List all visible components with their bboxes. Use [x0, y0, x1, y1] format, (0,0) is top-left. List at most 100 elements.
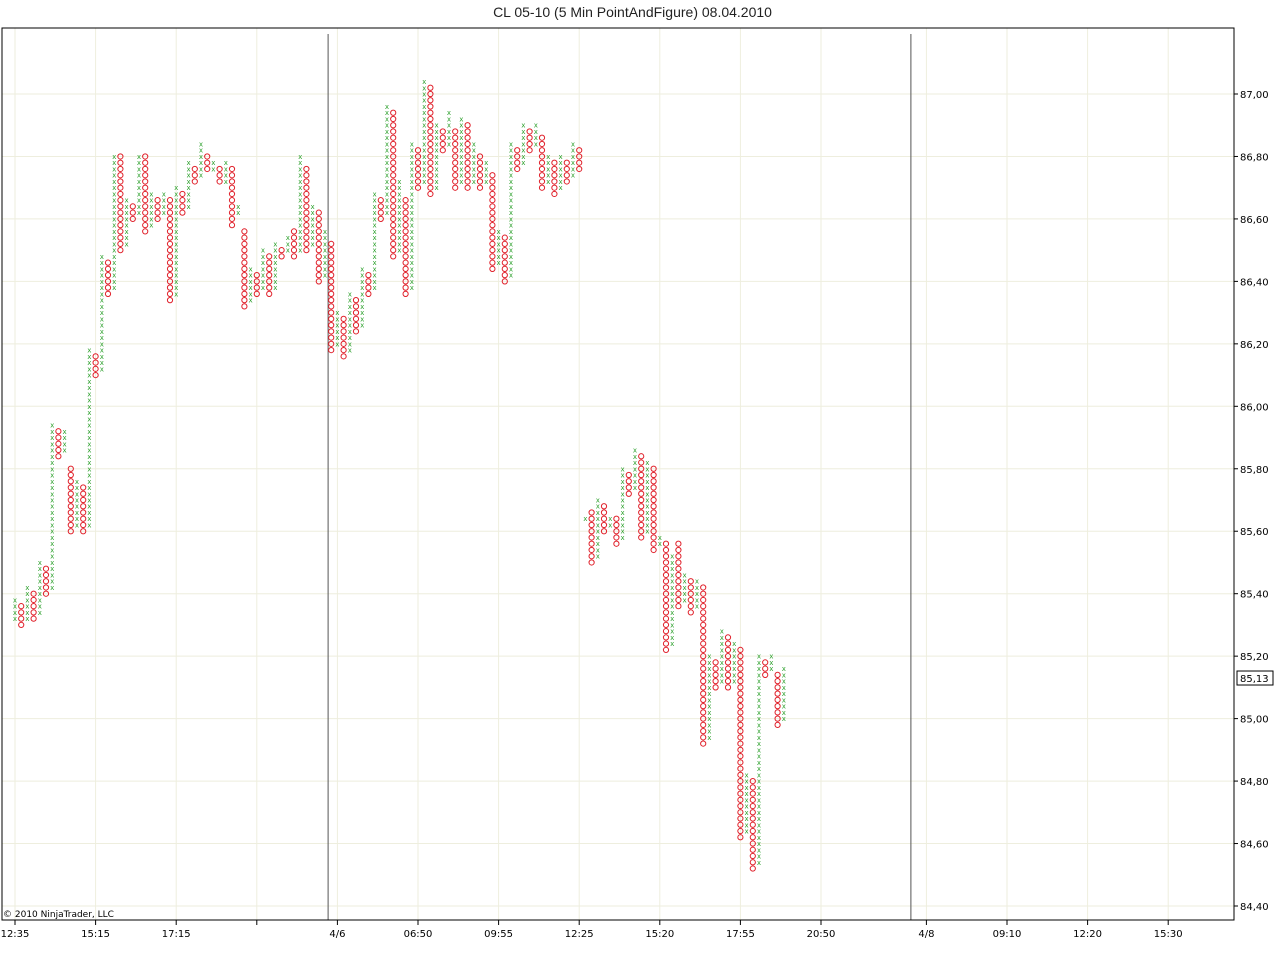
y-tick-label: 86,60: [1240, 215, 1269, 226]
x-box: x: [186, 172, 190, 180]
o-box: [427, 172, 434, 179]
x-box: x: [87, 478, 91, 486]
o-box: [427, 90, 434, 98]
x-box: x: [137, 184, 141, 192]
o-box: [737, 671, 744, 679]
x-box: x: [186, 184, 190, 192]
o-box: [588, 540, 595, 547]
x-box: x: [534, 122, 538, 130]
o-box: [390, 240, 397, 248]
x-box: x: [757, 859, 761, 867]
x-box: x: [509, 184, 513, 192]
x-box: x: [459, 122, 463, 130]
o-column: [687, 578, 694, 616]
o-box: [117, 178, 124, 185]
x-box: x: [335, 334, 339, 342]
x-box: x: [707, 721, 711, 729]
x-box: x: [744, 828, 748, 836]
o-box: [402, 228, 409, 235]
x-box: x: [782, 678, 786, 686]
o-box: [774, 709, 781, 716]
o-box: [538, 147, 546, 154]
x-box: x: [112, 209, 116, 217]
x-box: x: [410, 178, 414, 186]
o-box: [266, 278, 273, 285]
x-box: x: [100, 309, 104, 317]
x-box: x: [707, 671, 711, 679]
o-box: [576, 147, 583, 154]
x-box: x: [682, 571, 686, 579]
o-box: [340, 353, 347, 360]
o-box: [427, 190, 434, 198]
x-box: x: [87, 453, 91, 461]
x-box: x: [112, 265, 116, 273]
x-box: x: [422, 84, 426, 92]
o-box: [749, 846, 756, 853]
o-box: [340, 340, 347, 347]
o-box: [328, 303, 335, 310]
x-box: x: [596, 528, 600, 536]
x-box: x: [87, 359, 91, 367]
x-box: x: [707, 703, 711, 711]
o-box: [55, 453, 62, 460]
x-box: x: [385, 184, 389, 192]
o-box: [700, 621, 707, 629]
x-box: x: [732, 640, 736, 648]
x-box: x: [38, 609, 42, 617]
x-box: x: [50, 453, 54, 461]
o-box: [638, 515, 645, 522]
x-box: x: [422, 147, 426, 155]
x-box: x: [174, 228, 178, 236]
o-box: [117, 209, 124, 216]
x-box: x: [137, 190, 141, 198]
x-box: x: [385, 128, 389, 136]
o-box: [328, 340, 335, 347]
x-box: x: [149, 203, 153, 211]
o-box: [142, 153, 149, 160]
o-box: [191, 172, 198, 179]
x-box: x: [87, 490, 91, 498]
x-box: x: [782, 696, 786, 704]
o-box: [737, 821, 744, 828]
o-box: [204, 159, 211, 166]
o-box: [600, 528, 608, 535]
x-box: x: [509, 165, 513, 173]
o-box: [737, 802, 744, 810]
x-box: x: [50, 578, 54, 586]
x-box: x: [546, 165, 550, 173]
o-box: [737, 827, 744, 835]
o-box: [166, 272, 174, 279]
o-box: [427, 147, 434, 154]
x-box: x: [149, 197, 153, 205]
o-box: [179, 197, 186, 204]
x-box: x: [112, 284, 116, 292]
o-box: [588, 534, 595, 541]
o-box: [650, 521, 657, 529]
x-box: x: [87, 409, 91, 417]
o-box: [390, 215, 397, 223]
x-box: x: [410, 253, 414, 261]
x-box: x: [732, 646, 736, 654]
o-box: [352, 303, 360, 310]
o-box: [166, 278, 174, 285]
o-column: [204, 153, 211, 173]
o-box: [613, 528, 620, 535]
o-box: [266, 284, 273, 291]
x-box: x: [620, 490, 624, 498]
x-box: x: [596, 497, 600, 505]
o-box: [129, 209, 136, 216]
x-box: x: [174, 240, 178, 248]
o-box: [737, 690, 744, 697]
x-box: x: [174, 290, 178, 298]
x-box: x: [273, 265, 277, 273]
o-box: [526, 134, 533, 141]
o-box: [414, 153, 422, 160]
x-box: x: [87, 347, 91, 355]
x-column: x: [583, 515, 587, 523]
o-box: [650, 496, 657, 504]
x-box: x: [434, 159, 438, 167]
o-box: [390, 115, 397, 123]
x-box: x: [137, 153, 141, 161]
